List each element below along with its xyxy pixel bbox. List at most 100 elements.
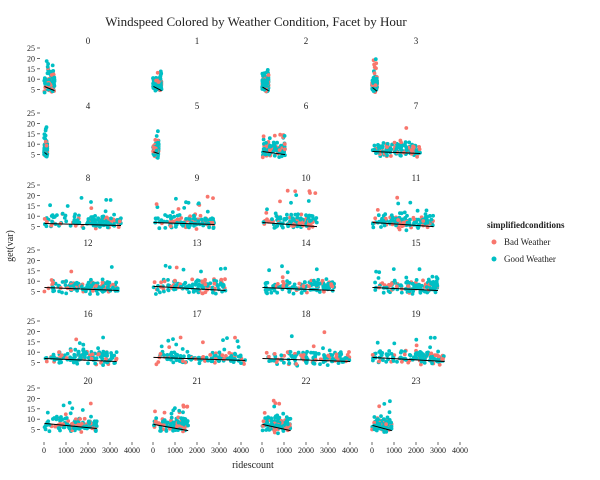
data-point	[213, 353, 218, 358]
data-point	[289, 212, 294, 217]
data-point	[196, 219, 201, 224]
data-point	[94, 428, 98, 433]
data-point	[174, 225, 178, 229]
data-point	[416, 217, 421, 222]
data-point	[79, 284, 84, 289]
data-point	[424, 354, 429, 358]
x-tick-label: 2000	[298, 446, 314, 455]
data-point	[205, 194, 210, 199]
facet-strip-label: 14	[302, 238, 312, 248]
data-point	[155, 287, 160, 292]
x-tick-label: 4000	[233, 446, 249, 455]
data-point	[389, 282, 394, 286]
data-point	[85, 283, 90, 288]
y-tick-label: 20	[27, 327, 35, 336]
data-point	[404, 275, 409, 280]
data-point	[169, 415, 174, 420]
data-point	[152, 280, 157, 285]
data-point	[428, 345, 432, 350]
data-point	[418, 354, 423, 359]
data-point	[61, 403, 66, 408]
data-point	[114, 280, 119, 285]
data-point	[376, 213, 381, 218]
data-point	[77, 213, 81, 218]
data-point	[169, 350, 174, 355]
data-point	[196, 201, 201, 206]
data-point	[207, 225, 212, 230]
data-point	[176, 207, 181, 211]
data-point	[321, 346, 325, 351]
facet-strip-label: 12	[84, 238, 93, 248]
data-point	[82, 416, 87, 421]
data-point	[409, 151, 414, 156]
data-point	[327, 348, 332, 353]
data-point	[211, 225, 216, 230]
facet-panel-hour-11: 11	[370, 173, 435, 233]
data-point	[105, 285, 110, 290]
data-point	[396, 225, 401, 230]
data-point	[104, 198, 109, 202]
data-point	[86, 361, 90, 366]
data-point	[165, 353, 170, 357]
data-point	[293, 212, 298, 217]
data-point	[43, 427, 48, 432]
data-point	[322, 289, 326, 294]
y-tick-label: 25	[27, 181, 35, 190]
data-point	[436, 349, 440, 354]
data-point	[380, 281, 385, 286]
data-point	[212, 281, 217, 286]
facet-panel-hour-1: 1	[151, 36, 199, 93]
data-point	[194, 227, 199, 231]
data-point	[163, 213, 168, 217]
data-point	[322, 356, 327, 361]
data-point	[43, 85, 48, 90]
data-point	[204, 355, 209, 360]
facet-strip-label: 17	[193, 309, 203, 319]
data-point	[375, 79, 379, 83]
data-point	[385, 415, 390, 420]
facet-strip-label: 8	[86, 173, 91, 183]
data-point	[280, 275, 285, 280]
data-point	[392, 140, 397, 145]
data-point	[392, 341, 397, 346]
data-point	[403, 349, 407, 354]
data-point	[63, 416, 67, 421]
data-point	[88, 292, 92, 296]
data-point	[398, 350, 403, 355]
data-point	[48, 203, 52, 208]
data-point	[165, 356, 170, 361]
data-point	[374, 61, 379, 66]
data-point	[323, 285, 328, 289]
data-point	[229, 356, 234, 361]
data-point	[414, 337, 419, 342]
data-point	[271, 140, 276, 145]
data-point	[201, 355, 206, 359]
data-point	[382, 402, 387, 406]
x-tick-label: 0	[370, 446, 374, 455]
data-point	[417, 267, 422, 272]
data-point	[386, 352, 391, 357]
data-point	[154, 292, 158, 296]
data-point	[414, 278, 419, 282]
data-point	[227, 351, 232, 355]
data-point	[381, 290, 386, 295]
data-point	[267, 152, 272, 157]
data-point	[173, 428, 178, 432]
data-point	[304, 355, 309, 360]
data-point	[322, 330, 327, 335]
data-point	[208, 217, 213, 222]
data-point	[417, 147, 422, 152]
data-point	[276, 423, 281, 428]
data-point	[112, 212, 116, 217]
data-point	[218, 281, 223, 286]
data-point	[190, 277, 195, 282]
data-point	[277, 155, 282, 160]
facet-strip-label: 5	[195, 101, 200, 111]
data-point	[101, 353, 106, 358]
data-point	[265, 287, 270, 292]
data-point	[224, 354, 228, 358]
data-point	[282, 353, 287, 358]
